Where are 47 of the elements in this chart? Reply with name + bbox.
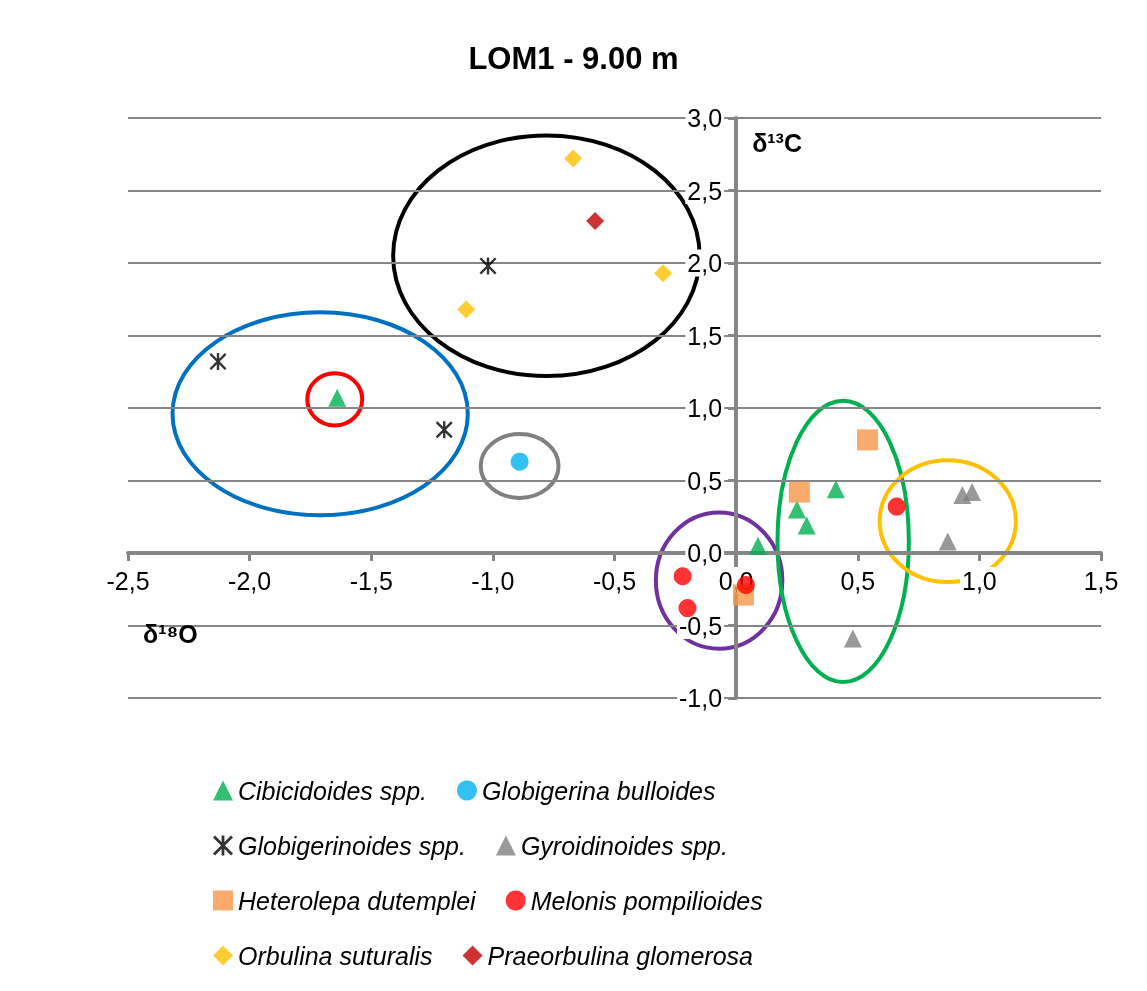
point [938,532,957,551]
y-tick-label: -0,5 [679,611,723,640]
point [457,300,476,319]
y-tick-label: -1,0 [679,684,723,712]
legend-label: Gyroidinoides spp. [520,831,728,860]
y-tick-label: 0,0 [687,539,723,567]
x-tick-label: -2,0 [228,566,272,595]
point [797,516,816,535]
point [788,481,810,503]
point [678,599,697,618]
x-tick-label: 1,0 [961,566,997,595]
y-tick-label: 0,5 [687,466,723,495]
x-tick-label: -0,5 [592,566,637,595]
point [856,429,878,451]
x-tick-label: 0,5 [840,566,876,595]
y-tick-label: 1,0 [687,394,723,422]
legend-label: Melonis pompilioides [530,886,763,915]
x-tick-label: -1,5 [349,566,393,595]
point [209,353,227,371]
point [843,629,862,648]
y-tick-label: 2,0 [687,249,723,277]
point [887,497,906,516]
legend-label: Orbulina suturalis [238,941,433,970]
x-tick-label: -2,5 [106,566,150,595]
point [564,149,583,168]
point [749,536,768,555]
y-tick-label: 3,0 [687,104,723,132]
point [435,421,453,439]
legend-label: Praeorbulina glomerosa [487,941,754,970]
y-tick-label: 2,5 [687,176,723,205]
point [787,500,806,519]
x-tick-label: -1,0 [471,566,515,595]
point [510,452,529,471]
x-tick-label: 1,5 [1083,566,1119,595]
x-axis-title: δ¹⁸O [143,619,198,648]
y-tick-label: 1,5 [687,321,723,350]
point [963,483,982,502]
point [654,264,673,283]
legend-label: Globigerina bulloides [481,776,716,805]
point [586,211,605,230]
chart-title: LOM1 - 9.00 m [468,41,679,76]
y-axis-title: δ¹³C [752,128,802,157]
legend-label: Globigerinoides spp. [238,831,466,860]
point [826,480,845,499]
point [673,567,692,586]
legend-label: Cibicidoides spp. [238,776,427,805]
legend-label: Heterolepa dutemplei [238,886,478,915]
